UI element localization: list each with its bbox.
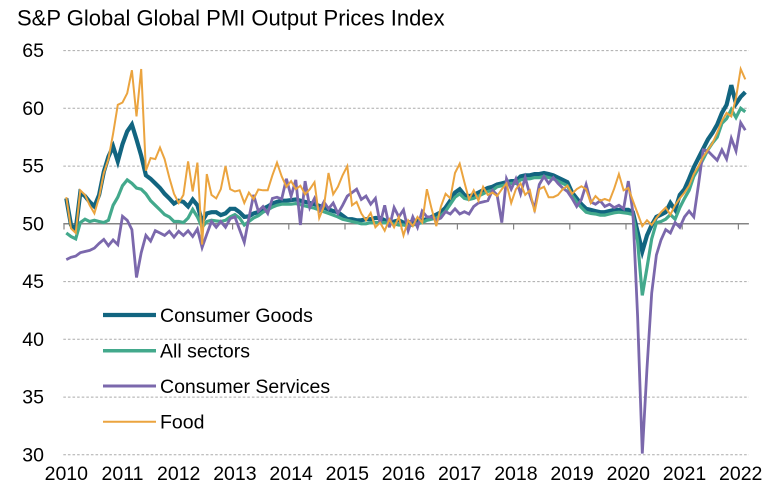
svg-text:2014: 2014 xyxy=(269,463,313,485)
svg-text:40: 40 xyxy=(22,329,44,351)
svg-text:2010: 2010 xyxy=(45,463,89,485)
svg-text:45: 45 xyxy=(22,271,44,293)
svg-text:2015: 2015 xyxy=(326,463,370,485)
svg-text:30: 30 xyxy=(22,444,44,466)
svg-text:2018: 2018 xyxy=(494,463,537,485)
svg-text:All sectors: All sectors xyxy=(160,341,250,363)
svg-text:2022: 2022 xyxy=(719,463,762,485)
svg-text:Consumer Services: Consumer Services xyxy=(160,376,330,398)
svg-text:2021: 2021 xyxy=(663,463,706,485)
svg-text:Food: Food xyxy=(160,412,204,434)
svg-text:35: 35 xyxy=(22,387,44,409)
svg-text:2019: 2019 xyxy=(550,463,593,485)
svg-text:2020: 2020 xyxy=(607,463,651,485)
svg-text:55: 55 xyxy=(22,156,44,178)
svg-text:50: 50 xyxy=(22,213,44,235)
svg-text:60: 60 xyxy=(22,98,44,120)
svg-text:2012: 2012 xyxy=(157,463,200,485)
svg-text:2017: 2017 xyxy=(438,463,481,485)
svg-text:2016: 2016 xyxy=(382,463,425,485)
svg-text:2013: 2013 xyxy=(213,463,256,485)
svg-text:65: 65 xyxy=(22,40,44,62)
svg-text:2011: 2011 xyxy=(102,463,144,485)
svg-text:Consumer Goods: Consumer Goods xyxy=(160,305,313,327)
svg-text:S&P Global Global PMI Output P: S&P Global Global PMI Output Prices Inde… xyxy=(17,6,445,31)
